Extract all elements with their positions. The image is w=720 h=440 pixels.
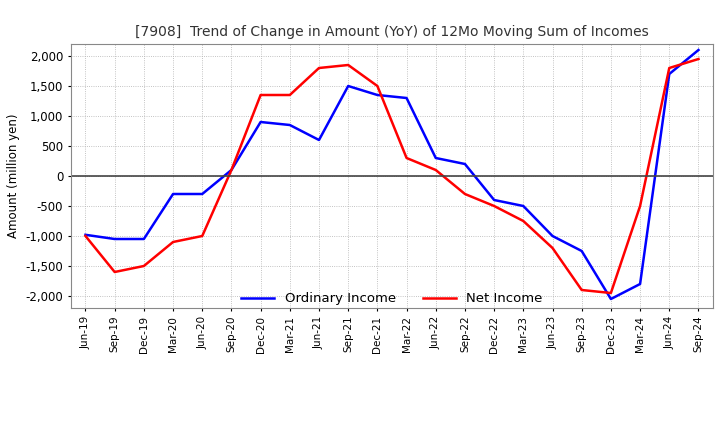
Ordinary Income — [694, 48, 703, 53]
Ordinary Income — [256, 119, 265, 125]
Net Income — [315, 66, 323, 71]
Net Income — [665, 66, 674, 71]
Title: [7908]  Trend of Change in Amount (YoY) of 12Mo Moving Sum of Incomes: [7908] Trend of Change in Amount (YoY) o… — [135, 25, 649, 39]
Net Income — [81, 233, 90, 238]
Net Income — [431, 167, 440, 172]
Net Income — [344, 62, 353, 68]
Ordinary Income — [402, 95, 411, 101]
Net Income — [110, 269, 119, 275]
Ordinary Income — [577, 248, 586, 253]
Ordinary Income — [431, 155, 440, 161]
Net Income — [577, 287, 586, 293]
Net Income — [606, 290, 615, 296]
Ordinary Income — [344, 83, 353, 88]
Ordinary Income — [286, 122, 294, 128]
Ordinary Income — [227, 167, 235, 172]
Ordinary Income — [373, 92, 382, 98]
Legend: Ordinary Income, Net Income: Ordinary Income, Net Income — [236, 287, 548, 311]
Ordinary Income — [110, 236, 119, 242]
Net Income — [286, 92, 294, 98]
Ordinary Income — [168, 191, 177, 197]
Ordinary Income — [315, 137, 323, 143]
Net Income — [227, 167, 235, 172]
Ordinary Income — [606, 297, 615, 302]
Ordinary Income — [461, 161, 469, 167]
Net Income — [256, 92, 265, 98]
Ordinary Income — [665, 71, 674, 77]
Net Income — [694, 56, 703, 62]
Net Income — [140, 264, 148, 269]
Net Income — [373, 83, 382, 88]
Line: Net Income: Net Income — [86, 59, 698, 293]
Ordinary Income — [519, 203, 528, 209]
Y-axis label: Amount (million yen): Amount (million yen) — [7, 114, 20, 238]
Ordinary Income — [636, 281, 644, 286]
Ordinary Income — [81, 232, 90, 238]
Net Income — [461, 191, 469, 197]
Net Income — [519, 218, 528, 224]
Ordinary Income — [140, 236, 148, 242]
Ordinary Income — [548, 233, 557, 238]
Net Income — [548, 246, 557, 251]
Net Income — [168, 239, 177, 245]
Net Income — [402, 155, 411, 161]
Net Income — [198, 233, 207, 238]
Net Income — [490, 203, 498, 209]
Ordinary Income — [490, 198, 498, 203]
Net Income — [636, 203, 644, 209]
Line: Ordinary Income: Ordinary Income — [86, 50, 698, 299]
Ordinary Income — [198, 191, 207, 197]
